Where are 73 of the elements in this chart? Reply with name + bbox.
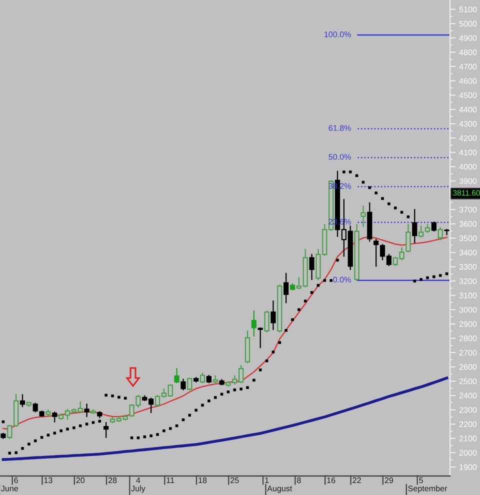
y-tick-label: 4600 xyxy=(459,78,477,84)
y-tick-label: 3600 xyxy=(459,221,477,227)
annotation: 50.0% xyxy=(328,154,351,160)
y-tick-label: 2200 xyxy=(459,421,477,428)
x-tick-label: 16 xyxy=(327,477,336,484)
candlestick xyxy=(180,378,186,390)
candlestick xyxy=(284,272,289,304)
x-tick-label: 20 xyxy=(76,477,85,484)
x-tick-label: 13 xyxy=(44,477,52,484)
y-tick-label: 4000 xyxy=(459,164,477,170)
x-tick-label: 25 xyxy=(230,477,239,484)
y-tick-label: 4100 xyxy=(459,150,477,156)
y-tick-label: 2800 xyxy=(459,336,477,342)
y-tick-label: 3300 xyxy=(459,264,477,270)
annotation: 100.0% xyxy=(324,32,351,38)
y-tick-label: 4500 xyxy=(459,92,477,98)
candlestick xyxy=(270,300,276,330)
x-tick-label: 28 xyxy=(108,477,117,484)
y-tick-label: 2900 xyxy=(459,321,477,327)
candlestick xyxy=(174,368,180,384)
y-tick-label: 3500 xyxy=(459,235,477,242)
candlestick xyxy=(264,310,270,332)
y-tick-label: 4300 xyxy=(459,121,477,127)
y-tick-label: 4800 xyxy=(459,50,477,56)
x-tick-label: 5 xyxy=(419,477,423,484)
annotation: 61.8% xyxy=(328,125,351,131)
y-tick-label: 3000 xyxy=(459,306,477,313)
y-tick-label: 2400 xyxy=(459,392,477,398)
x-tick-label: 6 xyxy=(14,477,18,484)
y-tick-label: 2500 xyxy=(459,378,477,384)
candlestick xyxy=(104,422,109,438)
line-series xyxy=(2,376,448,461)
candlestick xyxy=(200,372,206,384)
candlestick xyxy=(258,327,263,348)
y-tick-label: 3200 xyxy=(459,278,477,284)
candlestick xyxy=(309,254,314,280)
candlestick xyxy=(187,378,192,390)
y-tick-label: 3100 xyxy=(459,292,477,298)
candlestick xyxy=(360,206,366,227)
x-tick-label: 22 xyxy=(352,477,361,484)
candlestick xyxy=(84,404,90,418)
candlestick xyxy=(412,208,418,244)
x-tick-label: September xyxy=(408,485,448,493)
candlestick xyxy=(438,227,443,240)
y-tick-label: 1900 xyxy=(460,464,477,470)
candlestick xyxy=(406,224,411,252)
annotation: 0.0% xyxy=(333,276,351,282)
candlestick xyxy=(20,394,26,408)
y-tick-label: 5100 xyxy=(459,6,477,12)
y-tick-label: 2000 xyxy=(459,450,477,456)
x-tick-label: June xyxy=(1,486,18,492)
y-tick-label: 3900 xyxy=(459,178,477,184)
y-tick-label: 3400 xyxy=(459,250,477,256)
candlestick xyxy=(52,412,58,422)
x-tick-label: 18 xyxy=(198,477,207,484)
y-tick-label: 4400 xyxy=(459,106,477,112)
y-tick-label: 4200 xyxy=(459,135,477,142)
y-tick-label: 2100 xyxy=(459,436,477,442)
x-tick-label: 4 July xyxy=(131,477,146,493)
y-tick-label: 2300 xyxy=(459,407,477,413)
x-tick-label: August xyxy=(267,486,292,493)
y-tick-label: 2700 xyxy=(459,350,477,356)
y-tick-label: 3700 xyxy=(459,206,477,213)
x-tick-label: 11 xyxy=(166,477,174,484)
candlestick xyxy=(251,310,256,337)
x-tick-label: 8 xyxy=(297,477,301,484)
x-tick-label: 29 xyxy=(384,477,394,484)
y-tick-label: 5000 xyxy=(459,20,477,27)
candlestick xyxy=(374,239,379,267)
y-tick-label: 4900 xyxy=(459,35,477,41)
y-tick-label: 2600 xyxy=(459,364,477,370)
x-tick-label: 1 xyxy=(265,477,269,484)
y-tick-label: 4700 xyxy=(459,64,477,70)
